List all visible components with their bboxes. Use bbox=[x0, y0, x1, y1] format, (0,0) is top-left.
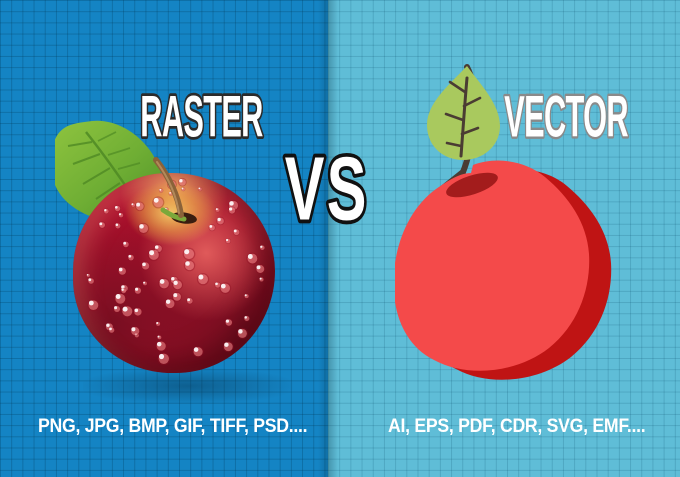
svg-text:S: S bbox=[327, 140, 367, 240]
svg-text:V: V bbox=[285, 140, 325, 240]
